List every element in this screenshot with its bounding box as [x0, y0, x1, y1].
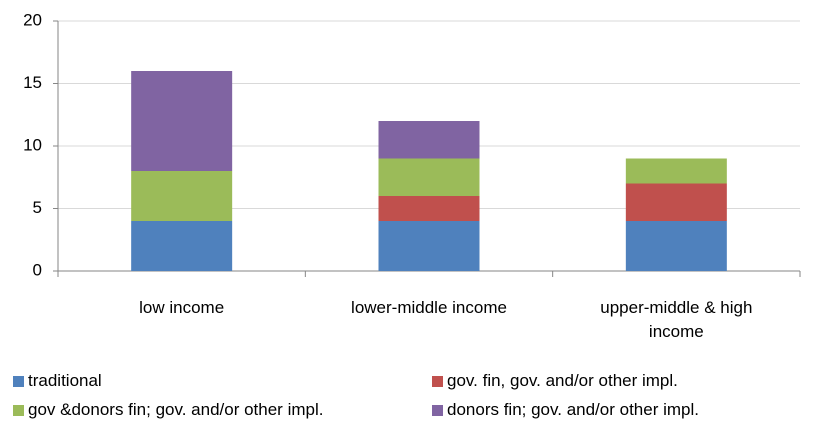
bar-segment: [625, 221, 727, 271]
bar-segment: [131, 171, 233, 221]
y-tick-label: 5: [33, 198, 42, 217]
y-tick-label: 0: [33, 260, 42, 279]
bar-segment: [131, 221, 233, 271]
legend-label: donors fin; gov. and/or other impl.: [447, 400, 699, 419]
y-tick-label: 20: [23, 10, 42, 29]
bar-segment: [378, 121, 480, 159]
bar-segment: [625, 183, 727, 221]
legend-item: gov. fin, gov. and/or other impl.: [432, 371, 678, 391]
y-tick-label: 15: [23, 73, 42, 92]
legend-label: gov. fin, gov. and/or other impl.: [447, 371, 678, 390]
legend-label: gov &donors fin; gov. and/or other impl.: [28, 400, 324, 419]
legend-swatch: [432, 375, 443, 387]
x-tick-label: upper-middle & high income: [600, 298, 753, 341]
legend-swatch: [13, 375, 24, 387]
bar-segment: [378, 221, 480, 271]
y-tick-label: 10: [23, 135, 42, 154]
legend-label: traditional: [28, 371, 102, 390]
x-tick-label: low income: [139, 298, 225, 317]
legend-item: donors fin; gov. and/or other impl.: [432, 400, 699, 420]
legend-swatch: [13, 404, 24, 416]
bar-segment: [378, 196, 480, 221]
legend-swatch: [432, 404, 443, 416]
x-tick-label: lower-middle income: [351, 298, 507, 317]
legend-item: gov &donors fin; gov. and/or other impl.: [13, 400, 323, 420]
bar-segment: [378, 158, 480, 196]
bar-segment: [131, 71, 233, 171]
legend-item: traditional: [13, 371, 102, 391]
bar-segment: [625, 158, 727, 184]
